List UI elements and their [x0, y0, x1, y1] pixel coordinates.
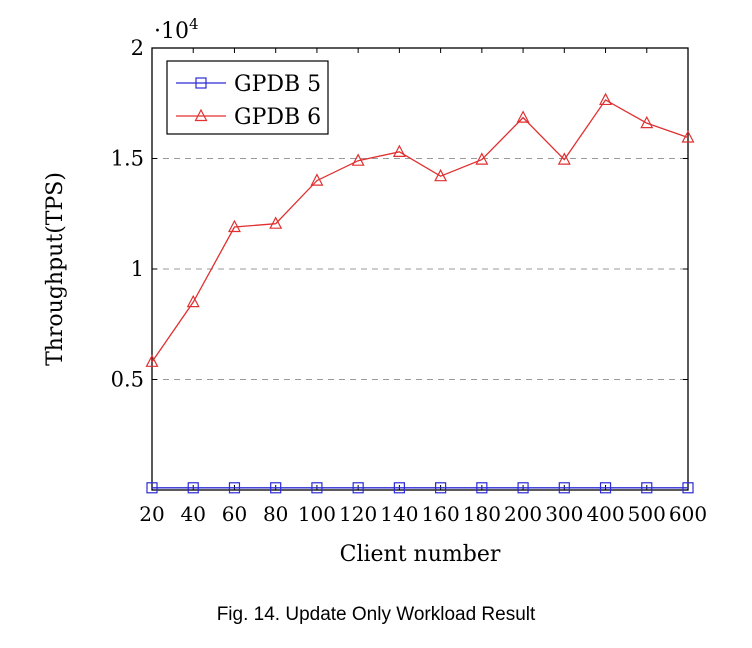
- data-point: [228, 482, 241, 494]
- legend-label: GPDB 6: [234, 105, 321, 130]
- series-line: [151, 99, 689, 363]
- legend-marker: [194, 108, 208, 122]
- data-point: [310, 173, 324, 186]
- data-point: [352, 482, 364, 494]
- y-tick-label: 0.5: [111, 368, 144, 392]
- legend-frame: [166, 60, 329, 135]
- x-tick-label: 600: [669, 502, 707, 526]
- data-point: [392, 144, 406, 157]
- x-tick-label: 160: [422, 502, 460, 526]
- series-1: [145, 92, 695, 367]
- x-axis-label: Client number: [340, 542, 501, 567]
- data-point: [682, 482, 694, 494]
- data-point: [516, 110, 530, 123]
- grid-lines: [152, 158, 688, 380]
- data-point: [311, 482, 323, 494]
- legend-marker: [195, 77, 207, 89]
- series-layer: [145, 92, 695, 494]
- x-tick-label: 180: [463, 502, 501, 526]
- y-scale-base: ·10: [154, 19, 189, 44]
- data-point: [351, 153, 365, 166]
- data-point: [393, 482, 405, 494]
- data-point: [187, 482, 199, 494]
- data-point: [517, 482, 529, 494]
- x-tick-label: 100: [298, 502, 336, 526]
- x-tick-label: 400: [586, 502, 624, 526]
- data-point: [641, 482, 653, 494]
- figure-caption: Fig. 14. Update Only Workload Result: [216, 604, 536, 625]
- data-point: [434, 168, 448, 182]
- x-tick-label: 140: [380, 502, 418, 526]
- data-point: [227, 219, 241, 233]
- legend: GPDB 5 GPDB 6: [166, 60, 329, 135]
- x-tick-label: 40: [181, 502, 206, 526]
- data-point: [435, 482, 447, 494]
- x-axis: 20 40 60 80 100 120 140 160 180 200 300 400 500 600: [139, 48, 707, 526]
- x-tick-label: 500: [628, 502, 666, 526]
- data-point: [186, 294, 200, 308]
- x-tick-label: 300: [545, 502, 583, 526]
- data-point: [681, 130, 695, 143]
- data-point: [557, 152, 571, 165]
- y-axis: 0.5 1 1.5 2: [111, 36, 688, 392]
- y-tick-label: 1.5: [111, 147, 144, 171]
- data-point: [475, 152, 489, 165]
- data-point: [146, 482, 158, 494]
- data-point: [599, 482, 612, 494]
- data-point: [599, 92, 613, 106]
- data-point: [145, 354, 159, 367]
- data-point: [476, 482, 488, 494]
- y-scale-exp: 4: [189, 15, 199, 33]
- x-tick-label: 80: [263, 502, 288, 526]
- y-tick-label: 1: [131, 257, 144, 281]
- y-tick-label: 2: [131, 36, 144, 60]
- data-point: [558, 482, 570, 494]
- y-scale-label: ·104: [154, 15, 199, 44]
- data-point: [270, 482, 282, 494]
- y-axis-label: Throughput(TPS): [43, 172, 68, 366]
- series-0: [146, 482, 694, 494]
- data-point: [269, 216, 283, 229]
- x-tick-label: 200: [504, 502, 542, 526]
- x-tick-label: 60: [222, 502, 247, 526]
- data-point: [640, 115, 654, 129]
- x-tick-label: 120: [339, 502, 377, 526]
- legend-label: GPDB 5: [234, 72, 321, 97]
- x-tick-label: 20: [139, 502, 164, 526]
